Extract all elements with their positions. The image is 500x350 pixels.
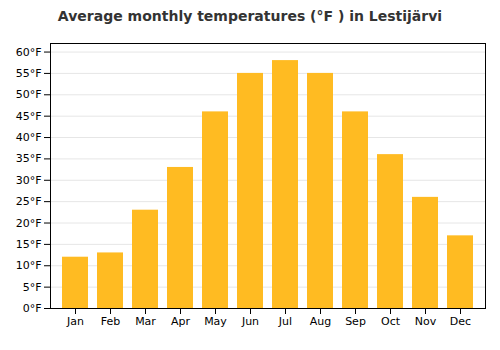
svg-text:5°F: 5°F	[23, 281, 42, 294]
svg-text:20°F: 20°F	[16, 217, 42, 230]
svg-text:Sep: Sep	[345, 315, 366, 328]
svg-text:May: May	[204, 315, 227, 328]
svg-text:Aug: Aug	[310, 315, 331, 328]
svg-text:Apr: Apr	[171, 315, 191, 328]
svg-text:45°F: 45°F	[16, 110, 42, 123]
svg-text:40°F: 40°F	[16, 131, 42, 144]
svg-text:Mar: Mar	[135, 315, 156, 328]
svg-text:25°F: 25°F	[16, 195, 42, 208]
svg-text:Oct: Oct	[381, 315, 401, 328]
svg-text:Jul: Jul	[278, 315, 292, 328]
svg-text:35°F: 35°F	[16, 152, 42, 165]
svg-text:Jan: Jan	[66, 315, 84, 328]
svg-text:55°F: 55°F	[16, 67, 42, 80]
svg-text:10°F: 10°F	[16, 259, 42, 272]
svg-text:50°F: 50°F	[16, 88, 42, 101]
svg-text:30°F: 30°F	[16, 174, 42, 187]
svg-text:Jun: Jun	[241, 315, 259, 328]
svg-text:Nov: Nov	[415, 315, 437, 328]
svg-text:Feb: Feb	[101, 315, 120, 328]
svg-text:0°F: 0°F	[23, 302, 42, 315]
svg-text:15°F: 15°F	[16, 238, 42, 251]
svg-text:Dec: Dec	[450, 315, 471, 328]
html-text:Average monthly temperatures (: Average monthly temperatures (°F ) in Le…	[57, 8, 443, 24]
svg-text:60°F: 60°F	[16, 46, 42, 59]
